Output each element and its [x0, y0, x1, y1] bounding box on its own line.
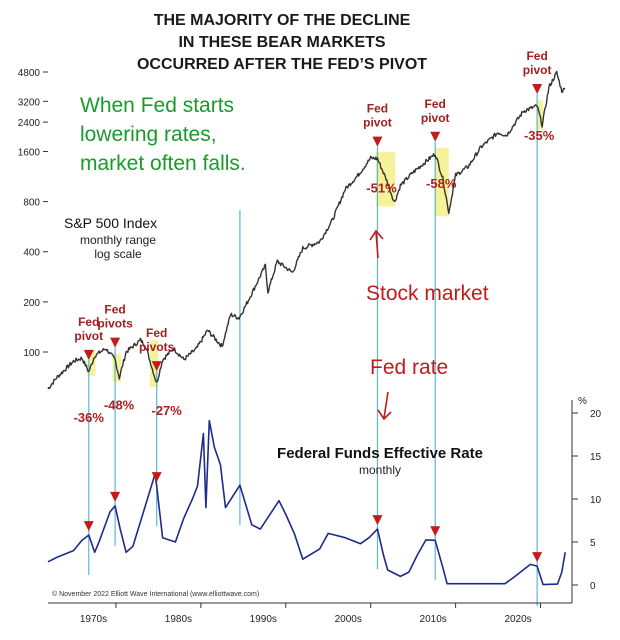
- pivot-label-6-line-2: pivot: [523, 63, 552, 77]
- sp500-tick-label-4800: 4800: [18, 68, 41, 79]
- sp500-title: S&P 500 Index: [64, 215, 157, 231]
- pivot-label-1-line-1: Fed: [78, 315, 99, 329]
- x-tick-label-1970s: 1970s: [80, 614, 107, 625]
- pivot-label-2-line-1: Fed: [104, 303, 125, 317]
- pivot-arrow-sp-2: [110, 337, 121, 348]
- pivot-label-2-line-2: pivots: [97, 317, 133, 331]
- pivot-arrow-sp-4: [372, 136, 383, 147]
- sp500-tick-label-100: 100: [23, 348, 40, 359]
- decline-label-1: -36%: [74, 410, 105, 425]
- ffr-subtitle: monthly: [359, 463, 401, 477]
- pivot-arrow-sp-6: [532, 83, 543, 94]
- decline-label-4: -51%: [366, 181, 397, 196]
- x-axis-ticks: 1970s 1980s 1990s 2000s 2010s 2020s: [80, 603, 542, 625]
- pivot-arrow-ffr-1: [83, 521, 94, 532]
- x-tick-label-2010s: 2010s: [420, 614, 447, 625]
- ffr-unit: %: [578, 396, 587, 407]
- decline-label-3: -27%: [152, 403, 183, 418]
- x-tick-label-2000s: 2000s: [335, 614, 362, 625]
- decline-highlight-1: [87, 349, 96, 376]
- pivot-arrow-sp-5: [430, 131, 441, 142]
- pivot-arrow-sp-1: [83, 349, 94, 360]
- ffr-tick-label-15: 15: [590, 452, 602, 463]
- annotation-line-2: lowering rates,: [80, 123, 217, 146]
- title-line-3: OCCURRED AFTER THE FED’S PIVOT: [137, 56, 427, 73]
- sp500-tick-label-1600: 1600: [18, 147, 41, 158]
- decline-highlight-5: [434, 147, 449, 217]
- x-tick-label-2020s: 2020s: [504, 614, 531, 625]
- sp500-series-line: [47, 70, 566, 390]
- pivot-markers: Fedpivot-36%Fedpivots-48%Fedpivots-27%Fe…: [74, 49, 555, 563]
- pivot-label-3-line-1: Fed: [146, 326, 167, 340]
- ffr-tick-label-5: 5: [590, 538, 596, 549]
- ffr-tick-label-0: 0: [590, 581, 596, 592]
- ffr-title: Federal Funds Effective Rate: [277, 445, 483, 462]
- sp500-tick-label-2400: 2400: [18, 118, 41, 129]
- sp500-tick-label-400: 400: [23, 248, 40, 259]
- decline-label-5: -58%: [426, 176, 457, 191]
- pivot-label-5-line-2: pivot: [421, 111, 450, 125]
- pivot-arrow-ffr-2: [110, 491, 121, 502]
- pivot-label-1-line-2: pivot: [74, 329, 103, 343]
- pivot-label-6-line-1: Fed: [526, 49, 547, 63]
- stock-market-arrow: [369, 229, 384, 259]
- sp500-tick-label-200: 200: [23, 298, 40, 309]
- annotation-line-3: market often falls.: [80, 152, 246, 175]
- credit-text: © November 2022 Elliott Wave Internation…: [52, 590, 259, 598]
- sp500-subtitle-scale: log scale: [94, 247, 142, 261]
- title-line-1: THE MAJORITY OF THE DECLINE: [154, 12, 411, 29]
- title-line-2: IN THESE BEAR MARKETS: [178, 34, 385, 51]
- pivot-arrow-ffr-4: [372, 515, 383, 526]
- pivot-arrow-ffr-5: [430, 526, 441, 537]
- annotation-line-1: When Fed starts: [80, 94, 234, 117]
- ffr-series-line: [47, 419, 566, 586]
- x-tick-label-1980s: 1980s: [165, 614, 192, 625]
- pivot-label-5-line-1: Fed: [425, 97, 446, 111]
- sp500-tick-label-800: 800: [23, 198, 40, 209]
- pivot-label-3-line-2: pivots: [139, 340, 175, 354]
- ffr-tick-label-10: 10: [590, 495, 602, 506]
- pivot-label-4-line-2: pivot: [363, 116, 392, 130]
- sp500-tick-label-3200: 3200: [18, 97, 41, 108]
- decline-label-6: -35%: [524, 128, 555, 143]
- sp500-axis-ticks: 100 200 400 800 1600 2400 3200 4800: [18, 68, 48, 359]
- fed-rate-arrow: [377, 391, 392, 421]
- pivot-arrow-ffr-6: [532, 552, 543, 563]
- stock-market-label: Stock market: [366, 282, 489, 305]
- sp500-subtitle-range: monthly range: [80, 233, 156, 247]
- ffr-tick-label-20: 20: [590, 409, 602, 420]
- pivot-arrow-sp-3: [151, 361, 162, 372]
- x-tick-label-1990s: 1990s: [250, 614, 277, 625]
- ffr-axis-ticks: 0 5 10 15 20: [572, 409, 602, 592]
- pivot-label-4-line-1: Fed: [367, 102, 388, 116]
- pivot-vertical-lines: [88, 93, 538, 607]
- decline-label-2: -48%: [104, 398, 135, 413]
- pivot-arrow-ffr-3: [151, 472, 162, 483]
- fed-rate-label: Fed rate: [370, 356, 448, 379]
